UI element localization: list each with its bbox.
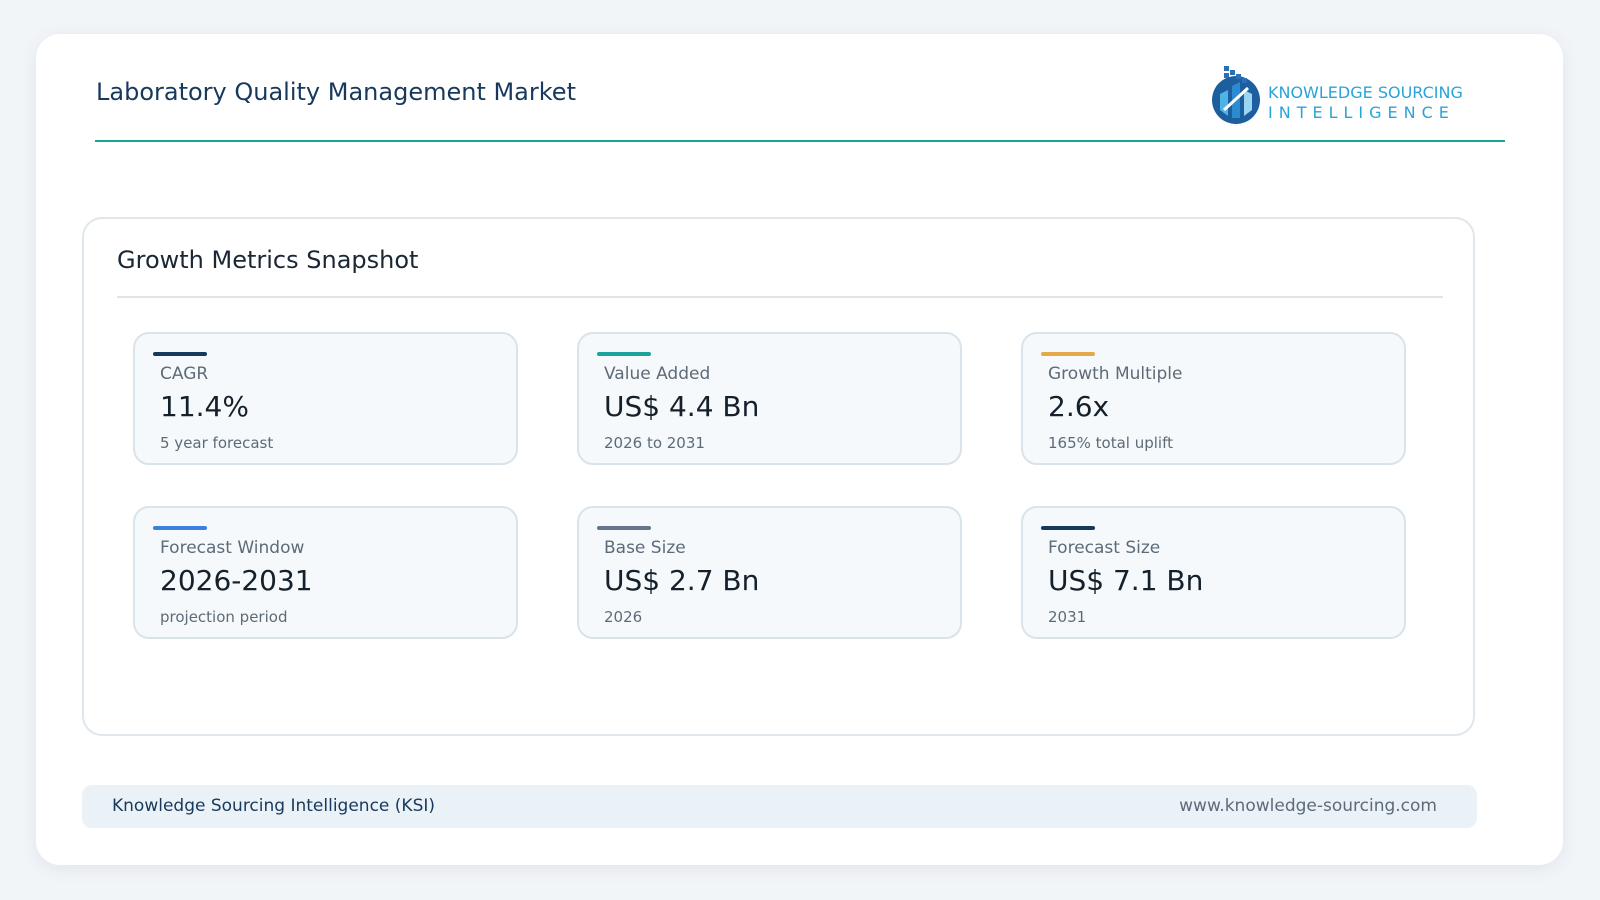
logo-line-1: KNOWLEDGE SOURCING — [1268, 83, 1463, 102]
metric-label: Growth Multiple — [1048, 364, 1183, 384]
logo: KNOWLEDGE SOURCING INTELLIGENCE — [1212, 66, 1463, 124]
footer-right: www.knowledge-sourcing.com — [1179, 796, 1437, 816]
metric-card: Growth Multiple 2.6x 165% total uplift — [1021, 332, 1406, 465]
panel-divider — [117, 296, 1443, 298]
metrics-panel: Growth Metrics Snapshot CAGR 11.4% 5 year … — [82, 217, 1475, 736]
metric-label: Value Added — [604, 364, 711, 384]
metric-card: Forecast Window 2026-2031 projection perio… — [133, 506, 518, 639]
header-rule — [95, 140, 1505, 142]
metric-accent — [153, 526, 207, 530]
report-card: Laboratory Quality Management Market KNO… — [36, 34, 1563, 865]
metric-value: US$ 7.1 Bn — [1048, 564, 1204, 597]
metric-value: US$ 2.7 Bn — [604, 564, 760, 597]
metric-value: US$ 4.4 Bn — [604, 390, 760, 423]
metric-accent — [153, 352, 207, 356]
metric-value: 11.4% — [160, 390, 249, 423]
metric-note: 165% total uplift — [1048, 434, 1173, 452]
metric-accent — [597, 352, 651, 356]
panel-title: Growth Metrics Snapshot — [117, 246, 419, 274]
metric-note: projection period — [160, 608, 288, 626]
metric-card: Base Size US$ 2.7 Bn 2026 — [577, 506, 962, 639]
metric-card: Forecast Size US$ 7.1 Bn 2031 — [1021, 506, 1406, 639]
metric-label: Base Size — [604, 538, 686, 558]
footer-left: Knowledge Sourcing Intelligence (KSI) — [112, 796, 436, 816]
metric-note: 5 year forecast — [160, 434, 274, 452]
metric-value: 2026-2031 — [160, 564, 313, 597]
metric-accent — [1041, 526, 1095, 530]
metric-card: CAGR 11.4% 5 year forecast — [133, 332, 518, 465]
metric-note: 2031 — [1048, 608, 1087, 626]
logo-line-2: INTELLIGENCE — [1268, 103, 1455, 122]
metric-accent — [597, 526, 651, 530]
footer: Knowledge Sourcing Intelligence (KSI) ww… — [82, 785, 1477, 828]
metric-label: Forecast Window — [160, 538, 305, 558]
metric-accent — [1041, 352, 1095, 356]
metric-note: 2026 to 2031 — [604, 434, 705, 452]
metric-value: 2.6x — [1048, 390, 1110, 423]
page-title: Laboratory Quality Management Market — [96, 78, 576, 106]
metric-note: 2026 — [604, 608, 643, 626]
metric-card: Value Added US$ 4.4 Bn 2026 to 2031 — [577, 332, 962, 465]
metric-label: CAGR — [160, 364, 209, 384]
metric-label: Forecast Size — [1048, 538, 1161, 558]
